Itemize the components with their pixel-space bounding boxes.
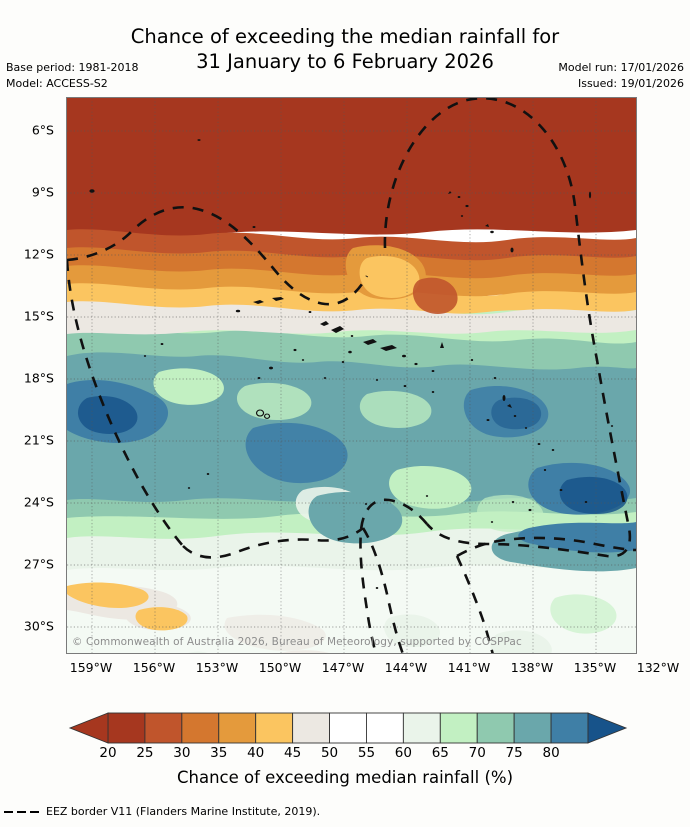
colorbar-band [292,712,330,744]
rainfall-map-plot[interactable]: © Commonwealth of Australia 2026, Bureau… [66,97,637,654]
colorbar-band [255,712,294,744]
latitude-axis: 6°S 9°S 12°S 15°S 18°S 21°S 24°S 27°S 30… [0,97,62,652]
colorbar-band [439,712,478,744]
colorbar-tick-label: 30 [173,745,191,761]
longitude-axis: 159°W 156°W 153°W 150°W 147°W 144°W 141°… [66,660,679,680]
xtick-label: 138°W [510,660,554,675]
colorbar-tick-label: 55 [357,745,376,761]
colorbar-band [144,712,183,744]
colorbar-band [218,712,257,744]
eez-border-line [67,98,636,653]
colorbar-tick-label: 25 [136,745,154,761]
colorbar-tick-label: 80 [542,745,560,761]
page-title: Chance of exceeding the median rainfall … [0,24,690,74]
model-run-text: Model run: 17/01/2026 [558,61,684,74]
ytick-label: 27°S [23,556,54,572]
colorbar-swatches [68,712,628,744]
ytick-label: 30°S [23,618,54,634]
eez-legend: EEZ border V11 (Flanders Marine Institut… [4,805,320,818]
base-period-text: Base period: 1981-2018 [6,61,139,74]
ytick-label: 6°S [31,122,54,138]
ytick-label: 9°S [31,184,54,200]
colorbar-band [329,712,367,744]
colorbar-band [181,712,220,744]
ytick-label: 12°S [23,246,54,262]
colorbar-tick-label: 40 [247,745,265,761]
title-line-1: Chance of exceeding the median rainfall … [130,25,560,48]
xtick-label: 156°W [132,660,176,675]
colorbar-band [513,712,552,744]
map-copyright: © Commonwealth of Australia 2026, Bureau… [72,636,522,648]
title-line-2: 31 January to 6 February 2026 [196,50,494,73]
colorbar-tick-labels: 20 25 30 35 40 45 50 55 60 65 70 75 80 [0,745,690,765]
colorbar-tick-label: 75 [505,745,523,761]
colorbar-band [107,712,146,744]
colorbar-tick-label: 50 [320,745,339,761]
colorbar-tick-label: 45 [284,745,302,761]
xtick-label: 144°W [384,660,428,675]
colorbar-axis-label: Chance of exceeding median rainfall (%) [176,768,514,787]
xtick-label: 132°W [636,660,680,675]
eez-dash-icon [4,810,39,813]
ytick-label: 24°S [23,494,54,510]
colorbar-band [402,712,441,744]
ytick-label: 21°S [23,432,54,448]
contour-map [67,98,636,653]
colorbar-band [366,712,404,744]
ytick-label: 15°S [23,308,54,324]
colorbar-tick-label: 70 [468,745,486,761]
issued-text: Issued: 19/01/2026 [577,77,684,90]
colorbar-tick-label: 60 [394,745,412,761]
header-right-meta: Model run: 17/01/2026 Issued: 19/01/2026 [558,60,684,92]
colorbar-tick-label: 35 [210,745,228,761]
xtick-label: 141°W [447,660,491,675]
colorbar-band [476,712,515,744]
ytick-label: 18°S [23,370,54,386]
colorbar-band [550,712,589,744]
island-coastlines [89,139,614,589]
eez-legend-text: EEZ border V11 (Flanders Marine Institut… [46,805,321,818]
colorbar[interactable]: 20 25 30 35 40 45 50 55 60 65 70 75 80 [0,705,690,765]
map-canvas [67,98,636,653]
xtick-label: 150°W [258,660,302,675]
model-text: Model: ACCESS-S2 [6,77,108,90]
xtick-label: 147°W [321,660,365,675]
xtick-label: 135°W [573,660,617,675]
xtick-label: 153°W [195,660,239,675]
colorbar-tick-label: 20 [99,745,117,761]
xtick-label: 159°W [69,660,113,675]
colorbar-tick-label: 65 [431,745,449,761]
header-left-meta: Base period: 1981-2018 Model: ACCESS-S2 [6,60,138,92]
